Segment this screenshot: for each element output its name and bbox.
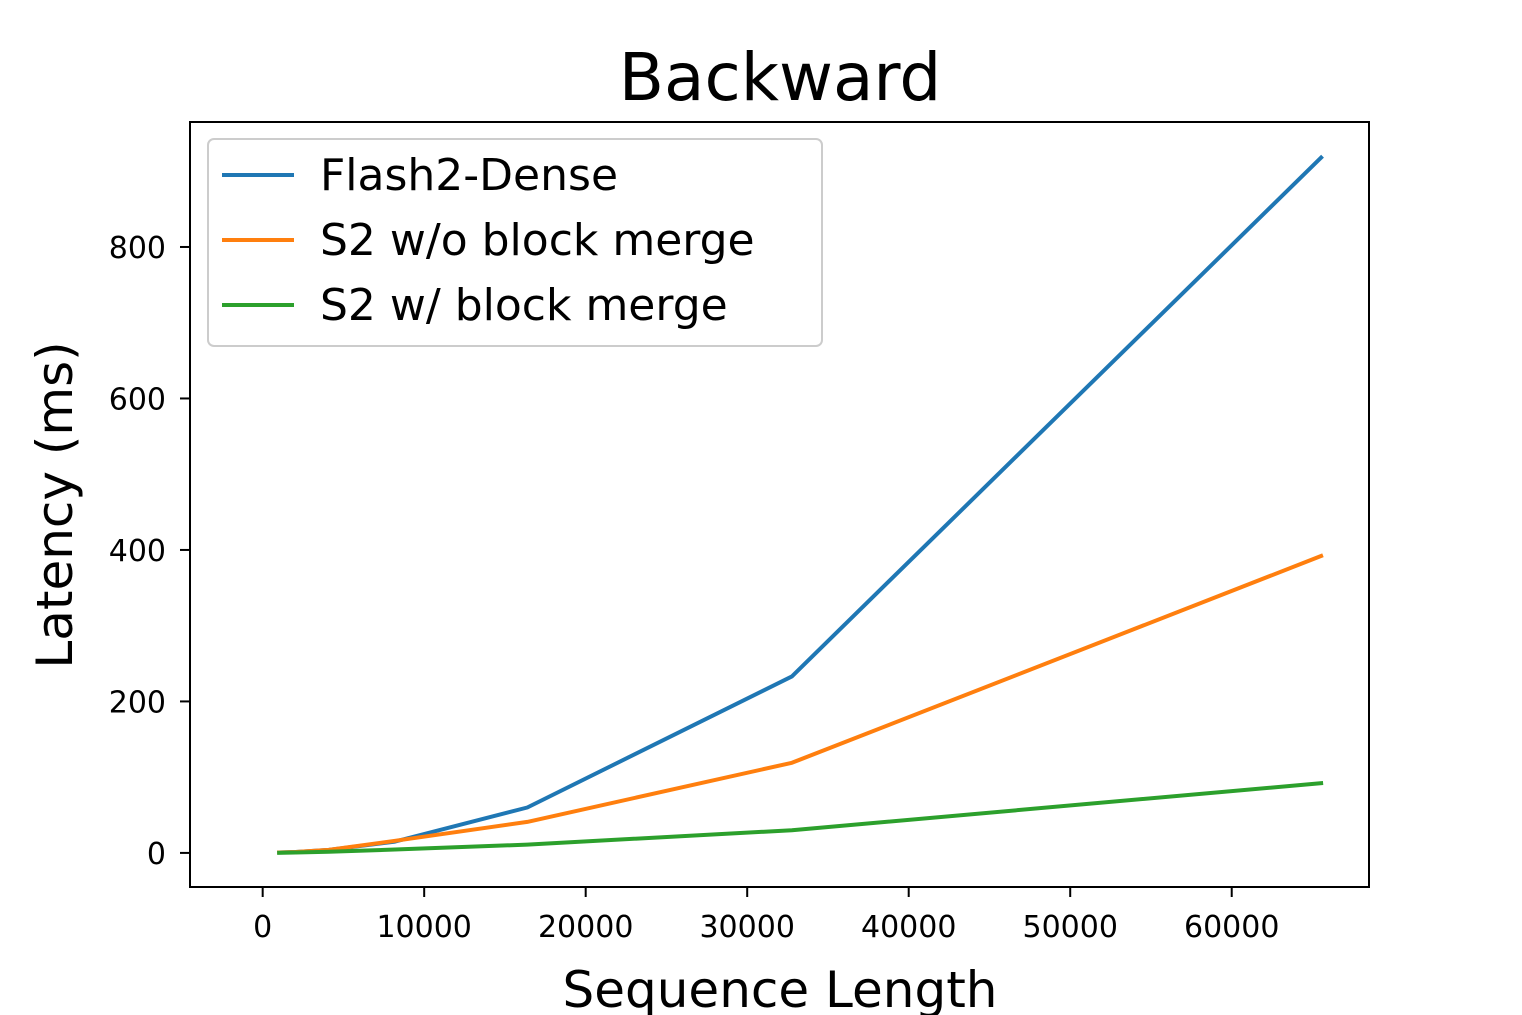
x-tick-label: 50000 (1022, 910, 1117, 945)
legend: Flash2-Dense S2 w/o block merge S2 w/ bloc… (207, 138, 823, 347)
y-tick-label: 600 (109, 382, 166, 417)
x-tick-label: 0 (253, 910, 272, 945)
x-tick-label: 10000 (376, 910, 471, 945)
legend-label-0: Flash2-Dense (320, 150, 618, 201)
legend-box (207, 138, 823, 347)
x-tick-label: 40000 (861, 910, 956, 945)
y-axis-label: Latency (ms) (26, 341, 84, 668)
legend-label-2: S2 w/ block merge (320, 280, 728, 331)
x-tick-label: 20000 (538, 910, 633, 945)
y-tick-label: 800 (109, 231, 166, 266)
x-tick-label: 60000 (1184, 910, 1279, 945)
y-axis: 0 200 400 600 800 (109, 231, 190, 872)
y-tick-label: 200 (109, 685, 166, 720)
y-tick-label: 0 (147, 837, 166, 872)
x-axis-label: Sequence Length (563, 961, 998, 1015)
chart-title: Backward (619, 39, 942, 116)
legend-label-1: S2 w/o block merge (320, 215, 755, 266)
y-tick-label: 400 (109, 534, 166, 569)
x-axis: 0 10000 20000 30000 40000 50000 60000 (253, 887, 1279, 945)
series-line-2 (277, 781, 1324, 855)
x-tick-label: 30000 (699, 910, 794, 945)
series-lines (277, 154, 1324, 855)
